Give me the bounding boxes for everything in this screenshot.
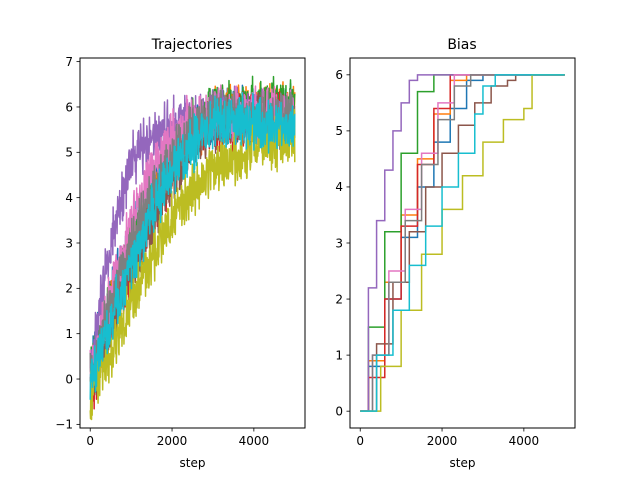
bias-y-axis: 0 1 2 3 4 5 6 <box>335 68 350 418</box>
trajectories-x-tick-label: 2000 <box>157 434 188 448</box>
trajectories-y-tick-label: 5 <box>65 146 73 160</box>
bias-series-line-9 <box>360 74 565 412</box>
bias-y-tick-label: 5 <box>335 124 343 138</box>
bias-x-tick-label: 2000 <box>427 434 458 448</box>
trajectories-y-tick-label: −1 <box>55 418 73 432</box>
trajectories-y-tick-label: 0 <box>65 372 73 386</box>
bias-x-tick-label: 0 <box>356 434 364 448</box>
trajectories-frame <box>79 57 306 429</box>
bias-y-tick-label: 3 <box>335 236 343 250</box>
bias-y-tick-label: 2 <box>335 292 343 306</box>
bias-plot-area <box>360 74 565 412</box>
bias-title: Bias <box>447 37 476 53</box>
bias-series-line-8 <box>360 74 565 412</box>
trajectories-y-tick-label: 7 <box>65 55 73 69</box>
trajectories-x-axis: 0 2000 4000 <box>86 428 269 448</box>
bias-series-line-4 <box>360 74 565 412</box>
trajectories-x-tick-label: 0 <box>86 434 94 448</box>
bias-frame <box>349 57 576 429</box>
bias-y-tick-label: 0 <box>335 404 343 418</box>
bias-x-label: step <box>450 456 476 470</box>
trajectories-x-tick-label: 4000 <box>239 434 270 448</box>
bias-y-tick-label: 4 <box>335 180 343 194</box>
bias-y-tick-label: 1 <box>335 348 343 362</box>
trajectories-series-line-9 <box>89 92 296 400</box>
bias-y-tick-label: 6 <box>335 68 343 82</box>
bias-panel: Bias 0 2000 4000 0 1 2 3 4 5 6 step <box>335 37 576 470</box>
bias-x-tick-label: 4000 <box>509 434 540 448</box>
bias-series-line-3 <box>360 74 565 412</box>
trajectories-y-tick-label: 4 <box>65 191 73 205</box>
trajectories-x-label: step <box>180 456 206 470</box>
trajectories-plot-area <box>89 75 296 421</box>
trajectories-y-tick-label: 1 <box>65 327 73 341</box>
trajectories-title: Trajectories <box>151 37 233 53</box>
trajectories-panel: Trajectories 0 2000 4000 −1 0 1 2 3 4 5 6 7 step <box>55 37 306 470</box>
trajectories-y-tick-label: 2 <box>65 282 73 296</box>
trajectories-y-tick-label: 6 <box>65 100 73 114</box>
trajectories-y-tick-label: 3 <box>65 236 73 250</box>
bias-x-axis: 0 2000 4000 <box>356 428 539 448</box>
trajectories-y-axis: −1 0 1 2 3 4 5 6 7 <box>55 55 80 432</box>
